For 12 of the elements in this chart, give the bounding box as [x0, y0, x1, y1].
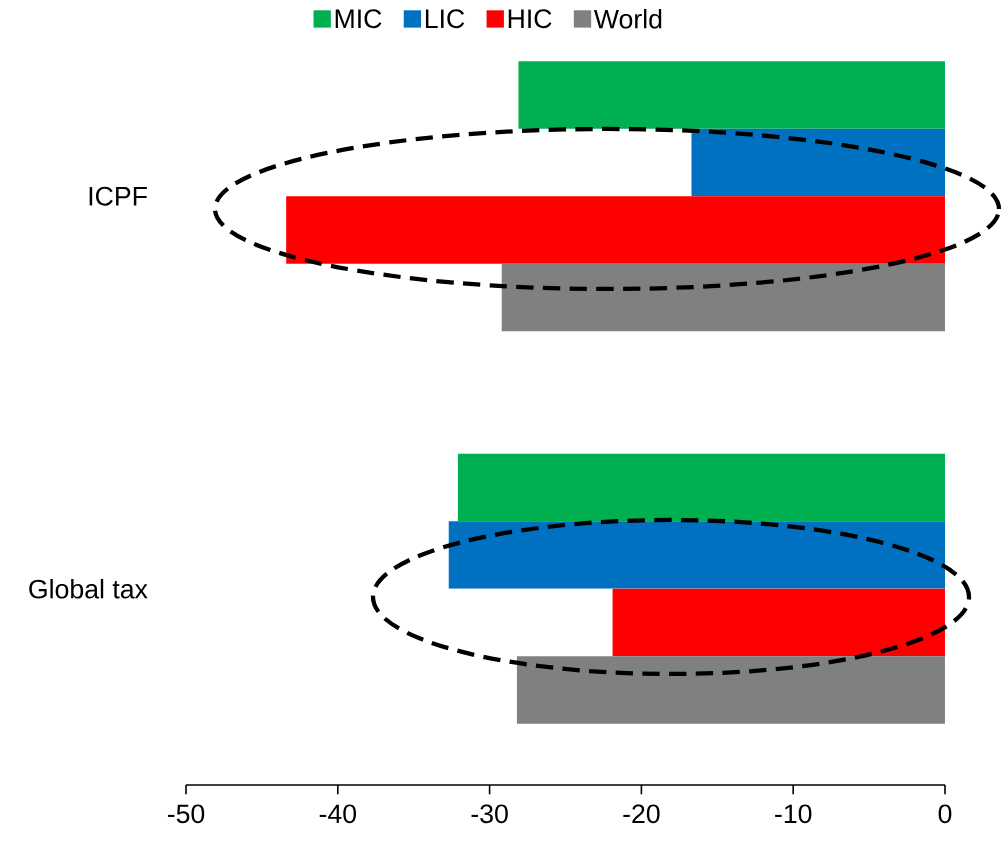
legend-label: LIC — [425, 9, 465, 29]
y-tick-label: ICPF — [89, 186, 147, 206]
y-tick-label: Global tax — [29, 578, 148, 599]
x-tick-label: -50 — [167, 804, 205, 824]
x-tick-label: -10 — [775, 804, 812, 824]
x-tick-label: -20 — [623, 804, 660, 824]
x-tick-label: -30 — [471, 804, 508, 824]
legend-label: MIC — [335, 9, 382, 29]
x-tick-label: -40 — [319, 804, 357, 824]
legend-label: World — [593, 8, 662, 29]
x-tick-label: 0 — [938, 804, 952, 824]
legend-label: HIC — [508, 9, 552, 29]
